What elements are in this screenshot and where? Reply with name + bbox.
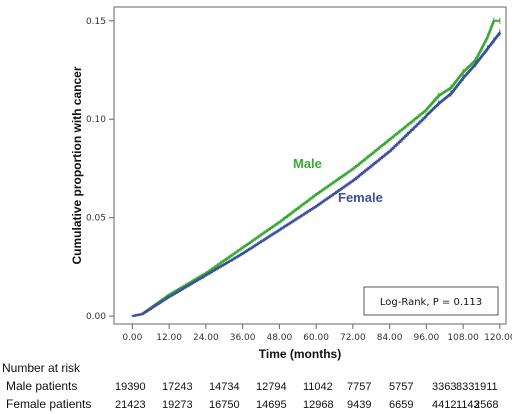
- series-line-female: [131, 31, 501, 318]
- risk-value: 1143: [456, 399, 480, 411]
- risk-value: 9439: [347, 399, 372, 411]
- series-lines: [131, 17, 501, 318]
- x-tick-label: 36.00: [230, 333, 256, 343]
- risk-value: 7757: [347, 381, 372, 393]
- x-ticks: 0.00 12.00 24.00 36.00 48.00 60.00 72.00 84.00 9…: [122, 324, 512, 343]
- x-tick-label: 108.00: [447, 333, 479, 343]
- risk-value: 19390: [115, 381, 146, 393]
- y-axis-title: Cumulative proportion with cancer: [70, 66, 84, 264]
- y-tick-label: 0.15: [86, 17, 106, 27]
- x-tick-label: 24.00: [193, 333, 219, 343]
- risk-value: 14734: [209, 381, 240, 393]
- risk-row-label-female: Female patients: [6, 397, 92, 411]
- risk-value: 14695: [256, 399, 287, 411]
- risk-value: 3363: [432, 381, 457, 393]
- risk-value: 12794: [256, 381, 287, 393]
- risk-value: 16750: [209, 399, 240, 411]
- y-tick-label: 0.10: [86, 115, 106, 125]
- x-tick-label: 48.00: [266, 333, 292, 343]
- risk-value: 2568: [474, 399, 499, 411]
- x-tick-label: 60.00: [303, 333, 329, 343]
- series-label-male: Male: [293, 156, 322, 171]
- x-tick-label: 0.00: [122, 333, 142, 343]
- y-tick-label: 0.05: [86, 214, 106, 224]
- x-tick-label: 96.00: [413, 333, 439, 343]
- plot-area: [113, 6, 507, 325]
- risk-value: 12968: [303, 399, 334, 411]
- x-tick-label: 120.00: [484, 333, 512, 343]
- risk-value: 4412: [432, 399, 457, 411]
- risk-value: 17243: [162, 381, 193, 393]
- log-rank-text: Log-Rank, P = 0.113: [380, 297, 482, 308]
- risk-row-label-male: Male patients: [6, 379, 78, 393]
- x-tick-label: 72.00: [340, 333, 366, 343]
- x-tick-label: 12.00: [156, 333, 182, 343]
- risk-value: 19273: [162, 399, 193, 411]
- risk-value: 833: [456, 381, 475, 393]
- risk-value: 1911: [474, 381, 498, 393]
- series-label-female: Female: [338, 190, 383, 205]
- series-line-male: [131, 19, 500, 318]
- risk-value: 11042: [303, 381, 333, 393]
- risk-value: 21423: [115, 399, 146, 411]
- risk-value: 6659: [389, 399, 414, 411]
- risk-value: 5757: [389, 381, 414, 393]
- y-tick-label: 0.00: [86, 312, 106, 322]
- x-axis-title: Time (months): [259, 347, 341, 361]
- x-tick-label: 84.00: [377, 333, 403, 343]
- y-ticks: 0.00 0.05 0.10 0.15: [86, 17, 114, 322]
- risk-table-heading: Number at risk: [2, 361, 81, 375]
- log-rank-box: Log-Rank, P = 0.113: [363, 286, 499, 316]
